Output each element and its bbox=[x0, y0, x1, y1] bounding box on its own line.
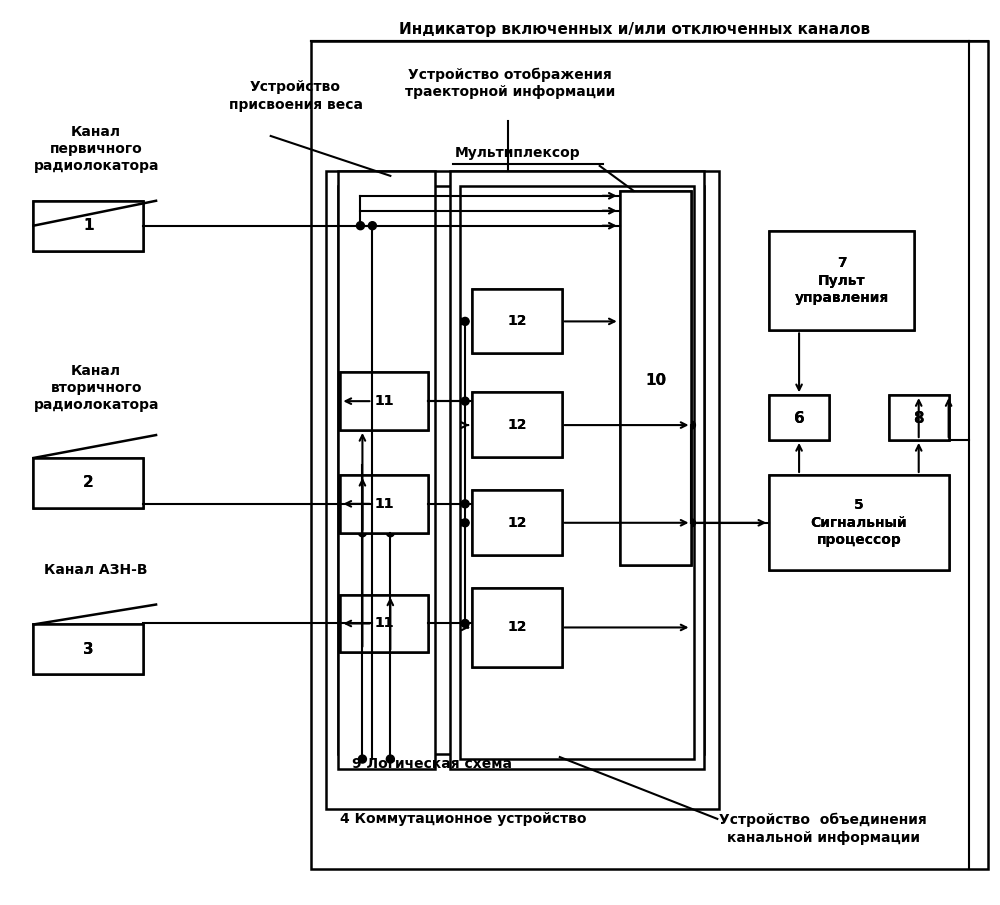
Circle shape bbox=[358, 529, 366, 537]
Bar bbox=[472, 490, 562, 555]
Text: 12: 12 bbox=[507, 314, 527, 329]
Text: Индикатор включенных и/или отключенных каналов: Индикатор включенных и/или отключенных к… bbox=[399, 22, 870, 37]
Bar bbox=[769, 395, 829, 440]
Bar bbox=[340, 475, 428, 533]
Bar bbox=[889, 395, 949, 440]
Circle shape bbox=[368, 620, 376, 627]
Text: 8: 8 bbox=[913, 411, 924, 425]
Text: 4 Коммутационное устройство: 4 Коммутационное устройство bbox=[340, 812, 587, 826]
Text: Мультиплексор: Мультиплексор bbox=[455, 146, 581, 160]
Text: 12: 12 bbox=[507, 516, 527, 529]
Bar bbox=[33, 624, 143, 674]
Bar bbox=[340, 372, 428, 430]
Text: 6: 6 bbox=[794, 411, 804, 425]
Text: 6: 6 bbox=[794, 411, 804, 425]
Text: 11: 11 bbox=[375, 616, 394, 631]
Bar bbox=[472, 289, 562, 353]
Text: 1: 1 bbox=[83, 218, 94, 233]
Circle shape bbox=[461, 519, 469, 527]
Circle shape bbox=[461, 397, 469, 405]
Circle shape bbox=[461, 318, 469, 326]
Circle shape bbox=[461, 620, 469, 627]
Bar bbox=[620, 191, 691, 565]
Bar bbox=[338, 171, 435, 769]
Bar bbox=[620, 191, 691, 565]
Circle shape bbox=[687, 421, 695, 429]
Text: 7
Пульт
управления: 7 Пульт управления bbox=[795, 256, 889, 305]
Text: 12: 12 bbox=[507, 314, 527, 329]
Bar bbox=[472, 490, 562, 555]
Text: 11: 11 bbox=[375, 497, 394, 510]
Text: 12: 12 bbox=[507, 418, 527, 432]
Text: 3: 3 bbox=[83, 642, 94, 657]
Bar bbox=[340, 372, 428, 430]
Bar bbox=[340, 595, 428, 653]
Bar bbox=[472, 587, 562, 667]
Text: 5
Сигнальный
процессор: 5 Сигнальный процессор bbox=[811, 499, 907, 548]
Bar bbox=[769, 395, 829, 440]
Text: Канал
первичного
радиолокатора: Канал первичного радиолокатора bbox=[33, 125, 159, 173]
Text: 3: 3 bbox=[83, 642, 94, 657]
Text: Устройство  объединения
канальной информации: Устройство объединения канальной информа… bbox=[719, 813, 927, 844]
Bar bbox=[769, 475, 949, 569]
Text: 8: 8 bbox=[913, 411, 924, 425]
Text: 12: 12 bbox=[507, 621, 527, 634]
Text: Канал АЗН-В: Канал АЗН-В bbox=[44, 563, 148, 576]
Bar bbox=[33, 201, 143, 251]
Bar bbox=[311, 42, 988, 869]
Bar bbox=[889, 395, 949, 440]
Text: 1: 1 bbox=[83, 218, 94, 233]
Circle shape bbox=[358, 755, 366, 763]
Text: Устройство отображения
траекторной информации: Устройство отображения траекторной инфор… bbox=[405, 67, 615, 99]
Text: 9 Логическая схема: 9 Логическая схема bbox=[352, 757, 512, 771]
Bar bbox=[450, 171, 704, 769]
Bar bbox=[472, 392, 562, 457]
Circle shape bbox=[368, 397, 376, 405]
Text: Канал
вторичного
радиолокатора: Канал вторичного радиолокатора bbox=[33, 364, 159, 413]
Bar bbox=[326, 171, 719, 809]
Text: Устройство
присвоения веса: Устройство присвоения веса bbox=[229, 81, 363, 111]
Circle shape bbox=[386, 755, 394, 763]
Bar bbox=[338, 186, 704, 754]
Bar bbox=[460, 186, 694, 759]
Circle shape bbox=[386, 529, 394, 537]
Text: 10: 10 bbox=[645, 373, 666, 387]
Bar bbox=[769, 231, 914, 330]
Bar bbox=[33, 624, 143, 674]
Text: 12: 12 bbox=[507, 516, 527, 529]
Text: 5
Сигнальный
процессор: 5 Сигнальный процессор bbox=[811, 499, 907, 548]
Bar bbox=[33, 458, 143, 508]
Bar bbox=[33, 458, 143, 508]
Bar bbox=[340, 595, 428, 653]
Bar bbox=[340, 475, 428, 533]
Text: 11: 11 bbox=[375, 395, 394, 408]
Circle shape bbox=[687, 519, 695, 527]
Bar bbox=[769, 231, 914, 330]
Circle shape bbox=[368, 222, 376, 230]
Text: 2: 2 bbox=[83, 475, 94, 491]
Text: 7
Пульт
управления: 7 Пульт управления bbox=[795, 256, 889, 305]
Text: 12: 12 bbox=[507, 418, 527, 432]
Bar bbox=[33, 201, 143, 251]
Text: 12: 12 bbox=[507, 621, 527, 634]
Text: 11: 11 bbox=[375, 395, 394, 408]
Bar bbox=[472, 392, 562, 457]
Circle shape bbox=[461, 500, 469, 508]
Text: 2: 2 bbox=[83, 475, 94, 491]
Text: 11: 11 bbox=[375, 497, 394, 510]
Bar bbox=[769, 475, 949, 569]
Bar bbox=[472, 289, 562, 353]
Circle shape bbox=[368, 500, 376, 508]
Circle shape bbox=[356, 222, 364, 230]
Text: 10: 10 bbox=[645, 373, 666, 387]
Bar bbox=[472, 587, 562, 667]
Text: 11: 11 bbox=[375, 616, 394, 631]
